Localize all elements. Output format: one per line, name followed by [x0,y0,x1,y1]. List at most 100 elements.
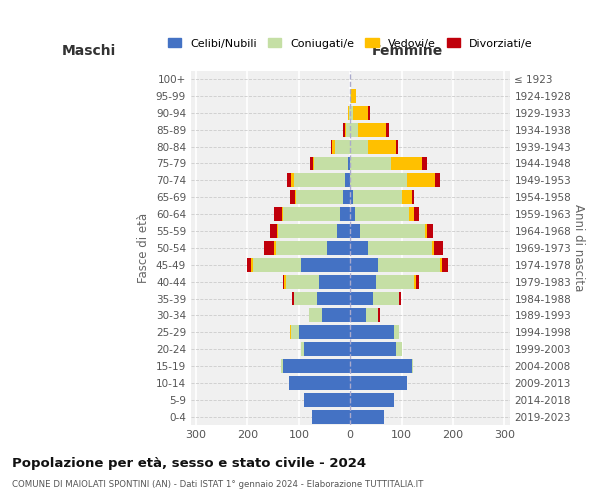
Bar [293,174,345,188]
Bar [291,326,299,339]
Bar [289,376,350,390]
Bar [343,190,350,204]
Bar [286,274,319,288]
Bar [350,410,383,424]
Bar [276,241,327,255]
Bar [292,292,293,306]
Bar [319,274,350,288]
Text: Femmine: Femmine [372,44,443,58]
Bar [283,274,284,288]
Bar [290,326,291,339]
Bar [415,207,419,221]
Bar [337,224,350,238]
Bar [425,224,427,238]
Bar [350,207,355,221]
Bar [368,106,370,120]
Bar [283,359,350,373]
Bar [350,359,412,373]
Bar [409,207,415,221]
Y-axis label: Fasce di età: Fasce di età [137,213,150,283]
Bar [350,174,407,188]
Bar [350,123,358,136]
Bar [310,156,313,170]
Bar [346,123,350,136]
Bar [433,241,434,255]
Bar [274,241,276,255]
Bar [291,174,293,188]
Y-axis label: Anni di nascita: Anni di nascita [572,204,585,292]
Bar [344,123,346,136]
Bar [401,190,412,204]
Bar [270,224,277,238]
Bar [416,274,419,288]
Bar [322,308,350,322]
Bar [355,207,409,221]
Bar [347,156,350,170]
Bar [253,258,301,272]
Bar [427,224,433,238]
Bar [386,123,389,136]
Bar [283,207,340,221]
Bar [296,190,343,204]
Bar [397,140,398,153]
Bar [264,241,274,255]
Bar [295,190,296,204]
Bar [343,123,344,136]
Bar [304,393,350,406]
Bar [391,156,422,170]
Bar [440,258,442,272]
Bar [281,359,283,373]
Bar [350,342,397,356]
Bar [353,190,401,204]
Bar [347,106,349,120]
Bar [434,241,443,255]
Text: COMUNE DI MAIOLATI SPONTINI (AN) - Dati ISTAT 1° gennaio 2024 - Elaborazione TUT: COMUNE DI MAIOLATI SPONTINI (AN) - Dati … [12,480,424,489]
Bar [442,258,448,272]
Bar [415,274,416,288]
Bar [394,326,399,339]
Bar [350,190,353,204]
Bar [313,156,314,170]
Bar [277,224,278,238]
Bar [379,308,380,322]
Bar [361,224,425,238]
Bar [350,376,407,390]
Bar [407,174,435,188]
Bar [435,174,440,188]
Bar [332,140,335,153]
Bar [353,106,368,120]
Bar [293,292,317,306]
Bar [350,89,351,103]
Bar [350,258,379,272]
Legend: Celibi/Nubili, Coniugati/e, Vedovi/e, Divorziati/e: Celibi/Nubili, Coniugati/e, Vedovi/e, Di… [164,34,537,53]
Bar [373,292,399,306]
Bar [350,156,391,170]
Bar [412,190,415,204]
Bar [349,106,350,120]
Bar [299,326,350,339]
Bar [350,140,368,153]
Bar [350,241,368,255]
Bar [379,258,440,272]
Bar [317,292,350,306]
Bar [350,326,394,339]
Bar [345,174,350,188]
Bar [422,156,427,170]
Bar [335,140,350,153]
Bar [399,292,401,306]
Bar [247,258,251,272]
Bar [350,224,361,238]
Bar [274,207,282,221]
Bar [301,342,304,356]
Bar [350,106,353,120]
Bar [331,140,332,153]
Bar [350,292,373,306]
Bar [350,308,365,322]
Bar [397,342,401,356]
Bar [311,410,350,424]
Bar [358,123,386,136]
Text: Popolazione per età, sesso e stato civile - 2024: Popolazione per età, sesso e stato civil… [12,458,366,470]
Bar [251,258,253,272]
Bar [282,207,283,221]
Bar [327,241,350,255]
